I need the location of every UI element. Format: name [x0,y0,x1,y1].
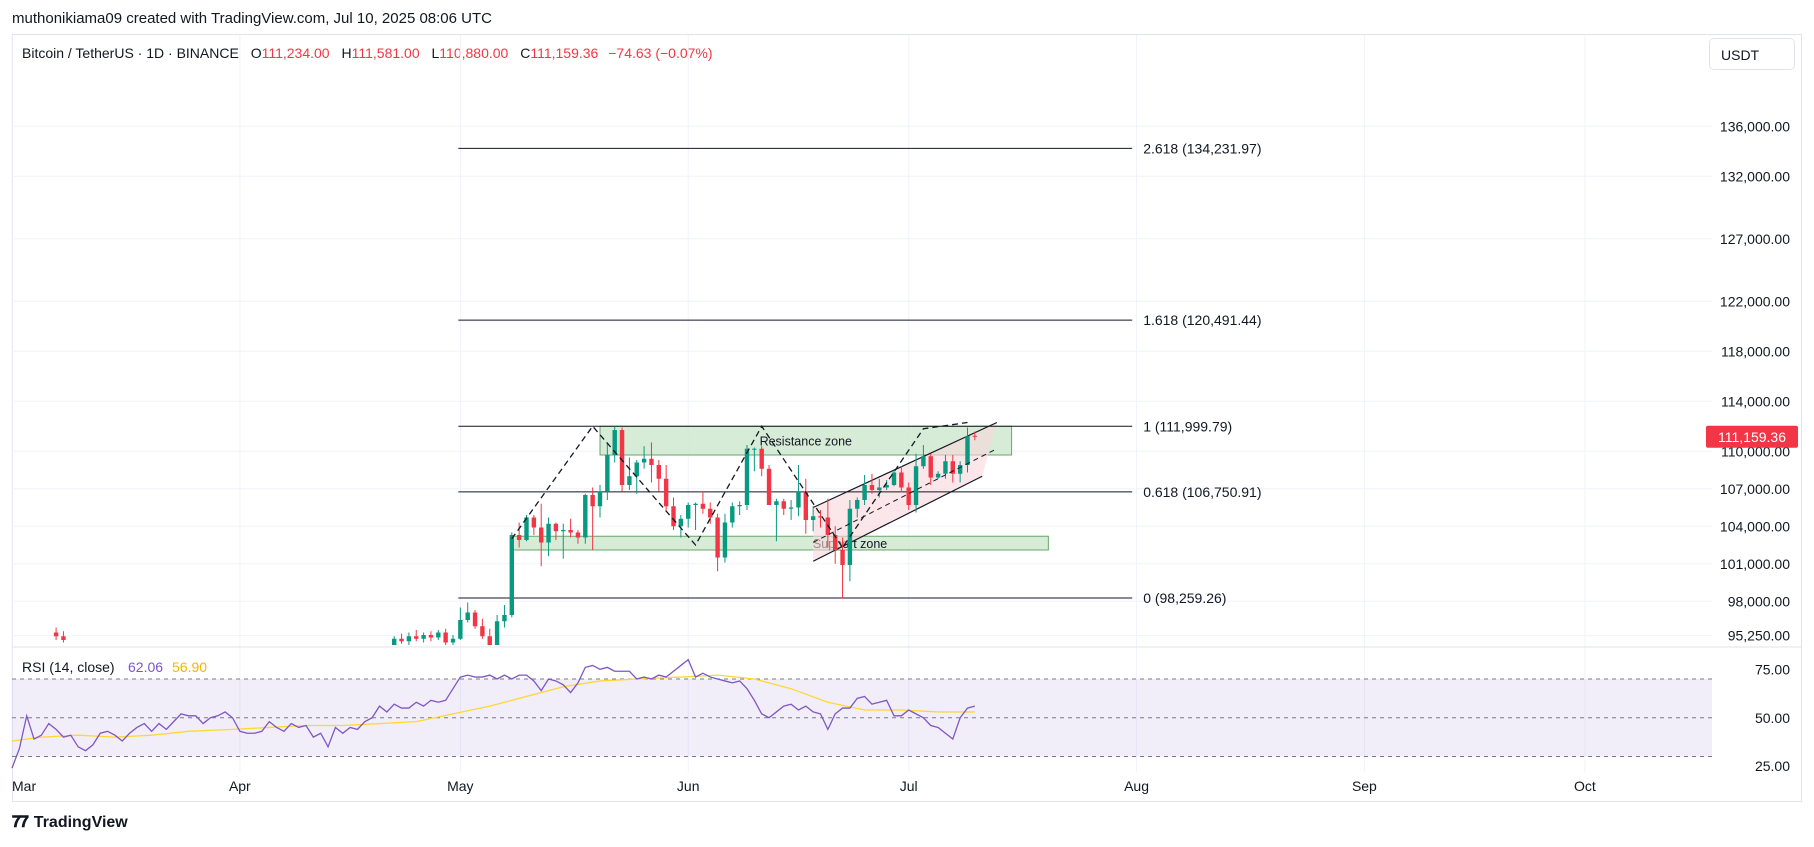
chart-frame [12,34,1802,802]
currency-button[interactable]: USDT [1709,38,1795,70]
high-value: 111,581.00 [351,45,420,61]
change-value: −74.63 (−0.07%) [608,45,713,61]
low-label: L [431,45,440,61]
high-label: H [341,45,352,61]
tradingview-logo-icon: 𝟕𝟕 [12,814,29,831]
symbol-title[interactable]: Bitcoin / TetherUS · 1D · BINANCE [22,45,239,61]
tradingview-brand[interactable]: 𝟕𝟕 TradingView [12,814,128,832]
close-value: 111,159.36 [530,45,599,61]
chart-caption: muthonikiama09 created with TradingView.… [12,10,492,27]
brand-name: TradingView [33,814,128,831]
open-value: 111,234.00 [261,45,330,61]
open-label: O [250,45,262,61]
symbol-legend: Bitcoin / TetherUS · 1D · BINANCE O111,2… [22,45,713,61]
low-value: 110,880.00 [439,45,509,61]
close-label: C [520,45,531,61]
